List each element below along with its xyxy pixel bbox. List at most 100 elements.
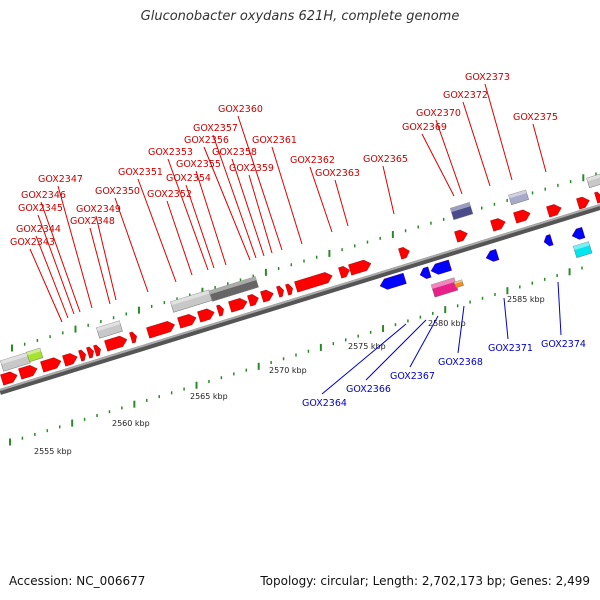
scale-label: 2555 kbp: [34, 447, 72, 456]
gene-label: GOX2372: [443, 90, 488, 101]
leader-line: [237, 115, 283, 251]
leader-line: [114, 197, 149, 293]
gene-label: GOX2351: [118, 167, 163, 178]
forward-gene: [18, 365, 38, 380]
gene-label: GOX2343: [10, 237, 55, 248]
forward-gene: [62, 353, 78, 367]
pseudogene-box: [96, 320, 123, 339]
gene-label: GOX2348: [70, 216, 115, 227]
gene-label: GOX2371: [488, 343, 533, 354]
forward-gene: [454, 229, 468, 243]
map-title: Gluconobacter oxydans 621H, complete gen…: [140, 9, 460, 24]
gene-label: GOX2349: [76, 204, 121, 215]
gene-label: GOX2362: [290, 155, 335, 166]
leader-line: [421, 133, 455, 197]
gene-label: GOX2358: [212, 147, 257, 158]
reverse-gene: [379, 272, 407, 290]
reverse-gene: [543, 234, 554, 247]
feature-box: [453, 279, 464, 289]
leader-line: [166, 200, 193, 276]
forward-gene: [513, 209, 531, 224]
leader-line: [167, 158, 209, 271]
gene-label: GOX2373: [465, 72, 510, 83]
forward-gene: [294, 272, 333, 293]
forward-gene: [247, 294, 259, 307]
leader-line: [40, 201, 81, 313]
gene-label: GOX2361: [252, 135, 297, 146]
leader-line: [137, 178, 177, 283]
reverse-gene: [571, 227, 586, 240]
leader-line: [248, 174, 273, 254]
forward-gene: [285, 283, 293, 296]
leader-line: [29, 248, 63, 323]
leader-line: [532, 123, 547, 173]
forward-gene: [177, 314, 197, 329]
gene-label: GOX2367: [390, 371, 435, 382]
forward-gene: [398, 247, 410, 260]
leader-line: [212, 134, 257, 259]
leader-line: [457, 305, 465, 354]
leader-line: [57, 185, 93, 309]
leader-line: [334, 179, 349, 227]
leader-line: [435, 119, 463, 195]
reverse-gene: [419, 266, 432, 279]
forward-gene: [228, 298, 248, 313]
leader-line: [95, 215, 117, 301]
forward-gene: [546, 204, 562, 218]
feature-box: [508, 189, 529, 206]
forward-gene: [146, 321, 175, 339]
forward-gene: [197, 308, 215, 323]
gene-label: GOX2368: [438, 357, 483, 368]
leader-line: [35, 235, 69, 319]
leader-line: [365, 319, 427, 381]
gene-features: [0, 173, 600, 386]
leader-line: [271, 146, 303, 245]
reverse-gene: [430, 259, 452, 275]
genome-backbone: [0, 204, 600, 395]
leader-line: [309, 166, 333, 233]
gene-label: GOX2366: [346, 384, 391, 395]
scale-label: 2575 kbp: [348, 342, 386, 351]
pseudogene-box: [170, 289, 213, 313]
gene-label: GOX2375: [513, 112, 558, 123]
forward-gene: [129, 331, 137, 344]
leader-line: [203, 146, 251, 261]
forward-gene: [576, 196, 590, 210]
rna-feature: [26, 347, 44, 363]
gene-label: GOX2369: [402, 122, 447, 133]
forward-gene: [216, 304, 224, 317]
gene-label: GOX2364: [302, 398, 347, 409]
gene-label: GOX2346: [21, 190, 66, 201]
leader-line: [382, 165, 395, 215]
outer-tick-ruler: [11, 172, 597, 352]
scale-label: 2585 kbp: [507, 295, 545, 304]
leader-line: [321, 323, 407, 395]
scale-label: 2580 kbp: [428, 319, 466, 328]
forward-gene: [348, 259, 372, 276]
leader-line: [89, 227, 111, 305]
gene-label: GOX2356: [184, 135, 229, 146]
feature-box: [430, 277, 459, 298]
forward-gene: [104, 335, 128, 352]
forward-gene: [338, 266, 350, 279]
gene-label: GOX2355: [176, 159, 221, 170]
label-leader-lines: [29, 83, 562, 395]
reverse-gene: [485, 249, 500, 262]
gene-label: GOX2357: [193, 123, 238, 134]
feature-box: [449, 202, 474, 221]
forward-gene: [490, 218, 506, 232]
gene-label: GOX2347: [38, 174, 83, 185]
genome-backbone-highlight: [0, 204, 600, 391]
gene-label: GOX2365: [363, 154, 408, 165]
gene-labels: GOX2343 GOX2344 GOX2345 GOX2346 GOX2347 GOX23…: [10, 72, 586, 409]
leader-line: [185, 184, 215, 269]
forward-gene: [40, 357, 62, 373]
accession-text: Accession: NC_006677: [9, 574, 146, 588]
gene-label: GOX2350: [95, 186, 140, 197]
leader-line: [409, 315, 439, 368]
scale-labels: 2555 kbp 2560 kbp 2565 kbp 2570 kbp 2575 kbp…: [34, 295, 545, 456]
genome-summary-text: Topology: circular; Length: 2,702,173 bp…: [260, 574, 590, 588]
pseudogene-box: [209, 276, 259, 302]
forward-gene: [276, 285, 284, 298]
